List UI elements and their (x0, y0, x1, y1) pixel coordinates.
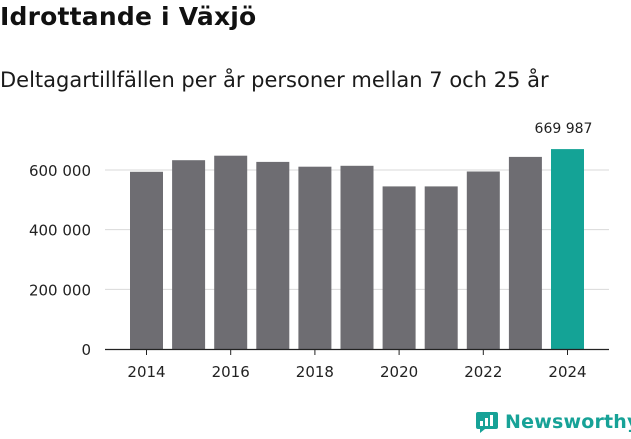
bar-2014 (130, 171, 163, 349)
bar-2017 (256, 161, 290, 349)
y-tick-label: 400 000 (29, 222, 91, 240)
x-tick-label: 2022 (464, 363, 502, 381)
x-tick-label: 2016 (212, 363, 250, 381)
x-tick-label: 2018 (296, 363, 334, 381)
x-axis: 2014 2016 2018 2020 2022 2024 (105, 348, 609, 381)
x-tick-label: 2024 (548, 363, 586, 381)
newsworthy-logo: Newsworthy (475, 407, 631, 437)
y-tick-label: 600 000 (29, 162, 91, 180)
bar-2019 (340, 165, 374, 349)
bar-2015 (172, 160, 206, 349)
bar-2022 (466, 171, 500, 349)
bar-2021 (424, 186, 458, 349)
brand-name: Newsworthy (505, 411, 631, 433)
bar-2018 (298, 166, 332, 349)
chart-title: Idrottande i Växjö (0, 2, 257, 31)
bar-2016 (214, 155, 248, 349)
bar-2024 (551, 149, 584, 349)
x-tick-label: 2014 (127, 363, 165, 381)
newsworthy-icon (476, 412, 498, 433)
bar-2020 (382, 186, 416, 349)
bars (130, 149, 584, 349)
y-axis: 0 200 000 400 000 600 000 (29, 162, 91, 359)
data-labels: 669 987 (535, 121, 593, 137)
x-tick-label: 2020 (380, 363, 418, 381)
y-tick-label: 0 (81, 341, 91, 359)
highlight-value-label: 669 987 (535, 121, 593, 137)
chart-subtitle: Deltagartillfällen per år personer mella… (0, 68, 549, 92)
y-tick-label: 200 000 (29, 281, 91, 299)
bar-2023 (508, 156, 542, 349)
